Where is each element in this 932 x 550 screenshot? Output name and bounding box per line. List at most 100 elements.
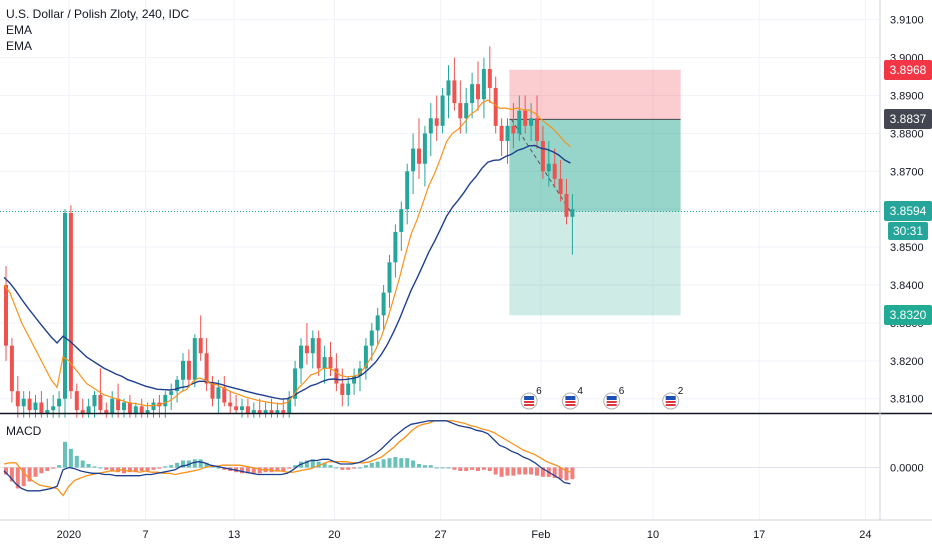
candle-body [540,140,545,172]
target-price-tag: 3.8320 [884,305,932,325]
macd-histogram-bar [570,467,575,480]
macd-histogram-bar [375,461,380,468]
macd-histogram-bar [198,459,203,468]
flag-canton [524,396,535,400]
macd-histogram-bar [92,466,97,468]
candle-body [340,383,345,395]
time-tick-label: 17 [753,529,765,541]
macd-histogram-bar [517,467,522,475]
candle-body [45,410,50,414]
macd-histogram-bar [251,467,256,474]
macd-histogram-bar [293,465,298,468]
macd-histogram-bar [452,467,457,470]
macd-histogram-bar [540,467,545,477]
candle-body [464,103,469,119]
candle-body [192,338,197,380]
candle-body [328,357,333,369]
macd-histogram-bar [39,467,44,474]
candle-body [139,406,144,414]
macd-histogram-bar [163,466,168,468]
macd-histogram-bar [529,467,534,475]
candle-body [98,394,103,411]
macd-legend[interactable]: MACD [6,424,42,438]
macd-tick-label: 0.0000 [890,463,924,475]
flag-stripe [665,401,676,403]
macd-histogram-bar [74,455,79,468]
macd-signal-line [3,420,571,497]
flag-stripe [565,404,576,406]
candle-body [240,406,244,411]
macd-histogram-bar [523,467,528,475]
time-tick-label: 24 [859,529,871,541]
macd-histogram-bar [157,467,162,469]
candle-body [517,110,522,134]
macd-histogram-bar [110,467,115,471]
macd-histogram-bar [363,465,368,468]
time-tick-label: 2020 [57,529,81,541]
candle-body [186,360,191,380]
candle-body [476,84,480,100]
macd-histogram-bar [316,461,321,468]
time-tick-label: 7 [143,529,149,541]
macd-histogram-bar [98,467,103,469]
candle-body [175,379,180,392]
candle-body [86,406,91,414]
candle-body [399,209,404,232]
macd-histogram-bar [481,467,486,470]
macd-histogram-bar [63,441,67,468]
price-tick-label: 3.9000 [890,53,924,65]
candle-body [269,410,274,414]
event-count-label: 4 [577,386,583,397]
macd-histogram-bar [68,448,73,468]
macd-histogram-bar [181,460,185,468]
candle-body [245,406,250,414]
macd-histogram-bar [358,467,362,469]
macd-histogram-bar [275,467,280,471]
candle-body [293,368,298,399]
candle-body [434,118,439,126]
candle-body [369,330,374,346]
candle-body [558,178,563,195]
candle-body [51,406,56,411]
candle-body [381,292,386,316]
candle-body [281,410,286,414]
macd-histogram-bar [281,467,286,471]
candle-body [440,95,445,126]
event-count-label: 2 [678,386,684,397]
macd-histogram-bar [334,467,339,469]
candle-body [181,360,185,380]
macd-histogram-bar [399,458,404,468]
candle-body [275,410,280,414]
candle-body [428,118,433,134]
candle-body [405,171,410,210]
candle-body [470,84,475,104]
candle-body [15,391,20,407]
macd-line [3,420,571,492]
candle-body [316,338,321,369]
candle-body [458,103,463,119]
macd-histogram-bar [310,459,315,468]
macd-histogram-bar [4,467,8,475]
macd-histogram-bar [552,467,557,478]
candle-body [346,383,351,395]
macd-histogram-bar [493,467,498,475]
candle-body [499,125,504,141]
stop-price-tag: 3.8968 [884,60,932,80]
macd-histogram-bar [139,467,144,471]
macd-histogram-bar [417,464,421,468]
candle-body [133,406,138,414]
macd-histogram-bar [499,467,504,477]
candle-body [9,345,14,392]
macd-histogram-bar [558,467,563,480]
price-tick-label: 3.8400 [890,280,924,292]
candle-body [552,163,557,179]
macd-histogram-bar [393,457,398,468]
candle-body [163,394,168,407]
candle-body [299,345,303,369]
candle-body [393,231,398,263]
candle-body [257,410,262,414]
candle-body [487,68,492,88]
ema-slow-legend[interactable]: EMA [6,39,33,53]
ema-fast-legend[interactable]: EMA [6,23,33,37]
